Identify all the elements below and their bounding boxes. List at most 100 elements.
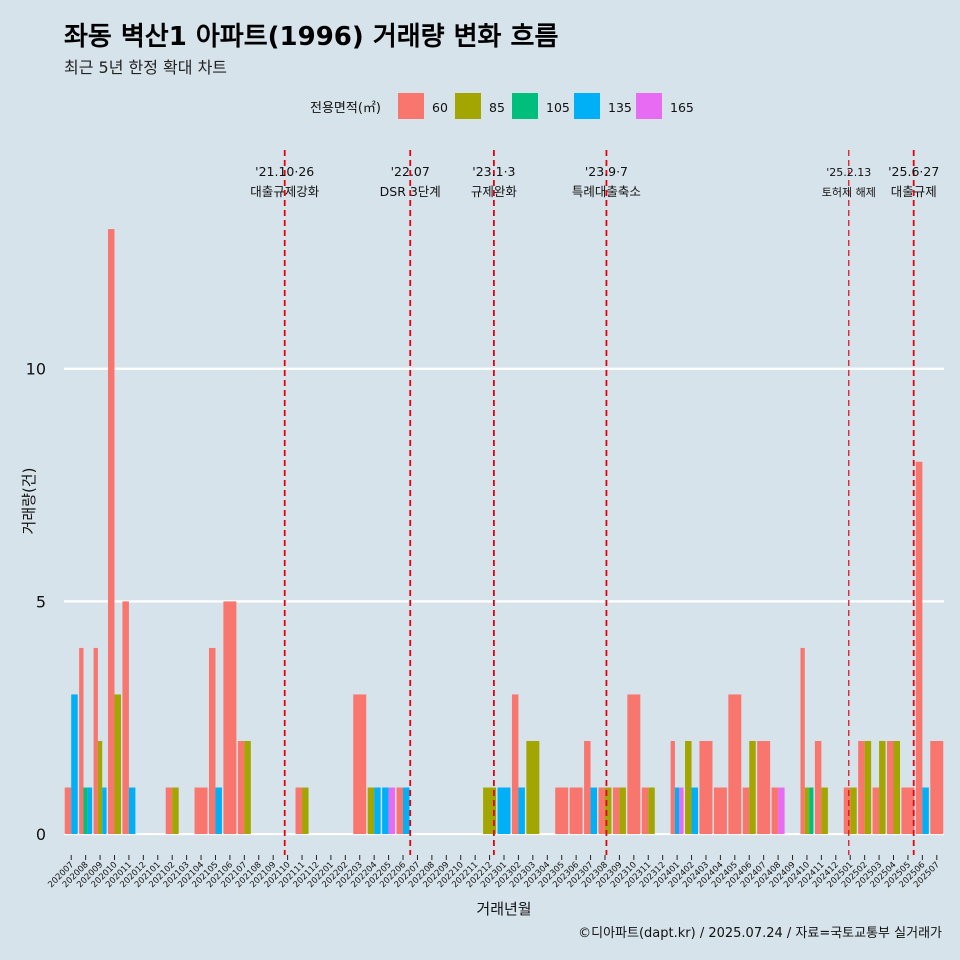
event-label: 대출규제: [891, 184, 937, 199]
event-date: '21.10·26: [255, 164, 314, 179]
bar-202404-60: [713, 787, 727, 835]
y-tick-label: 10: [26, 360, 46, 379]
legend-swatch-135: [574, 93, 600, 119]
legend-label-135: 135: [608, 100, 632, 115]
grid-lines: [64, 367, 944, 836]
bar-202403-60: [699, 740, 713, 835]
bar-202203-60: [353, 694, 367, 835]
chart-title: 좌동 벽산1 아파트(1996) 거래량 변화 흐름: [64, 22, 559, 52]
source-caption: ©디아파트(dapt.kr) / 2025.07.24 / 자료=국토교통부 실…: [578, 926, 942, 941]
event-date: '23.9·7: [585, 164, 628, 179]
bar-202405-60: [728, 694, 742, 835]
legend: 전용면적(㎡) 60 85 105 135 165: [310, 93, 694, 119]
bar-202505-60: [901, 787, 915, 835]
event-date: '25.2.13: [826, 166, 871, 179]
bar-202302-60: [511, 694, 519, 835]
event-lines: '21.10·26 대출규제강화 '22.07 DSR 3단계 '23.1·3 규제완화 '…: [250, 150, 939, 855]
bar-202008-135: [87, 787, 93, 835]
bar-202309-60: [612, 787, 620, 835]
bars: [64, 229, 944, 835]
bar-202009-60: [93, 647, 98, 835]
bar-202411-85: [821, 787, 828, 835]
bar-202302-135: [518, 787, 525, 835]
bar-202501-60: [843, 787, 851, 835]
bar-202111-85: [302, 787, 309, 835]
bar-202105-60: [208, 647, 216, 835]
bar-202504-60: [887, 740, 894, 835]
bar-202308-85: [604, 787, 612, 835]
bar-202102-85: [172, 787, 179, 835]
event-date: '23.1·3: [472, 164, 515, 179]
bar-202504-85: [893, 740, 900, 835]
bar-202010-85: [114, 694, 121, 835]
bar-202401-60: [670, 740, 675, 835]
event-label: 규제완화: [471, 184, 518, 199]
bar-202212-85: [483, 787, 497, 835]
bar-202306-60: [569, 787, 583, 835]
bar-202111-60: [295, 787, 303, 835]
y-axis-label: 거래량(건): [20, 468, 38, 535]
event-date: '22.07: [391, 164, 430, 179]
bar-202206-60: [396, 787, 404, 835]
bar-202010-60: [108, 229, 115, 835]
bar-202206-135: [403, 787, 410, 835]
bar-202009-135: [102, 787, 107, 835]
legend-label-85: 85: [489, 100, 505, 115]
event-label: DSR 3단계: [380, 184, 441, 199]
bar-202311-85: [648, 787, 655, 835]
bar-202107-60: [237, 740, 245, 835]
x-axis-label: 거래년월: [476, 900, 531, 918]
bar-202204-85: [367, 787, 375, 835]
legend-label-165: 165: [670, 100, 694, 115]
bar-202007-135: [71, 694, 78, 835]
y-tick-label: 0: [36, 825, 46, 844]
legend-label-105: 105: [546, 100, 570, 115]
bar-202303-85: [526, 740, 540, 835]
bar-202407-60: [757, 740, 771, 835]
bar-202107-85: [244, 740, 251, 835]
bar-202502-85: [864, 740, 872, 835]
bar-202309-85: [619, 787, 626, 835]
bar-202408-60: [771, 787, 779, 835]
event-label: 토허제 해제: [822, 185, 876, 199]
bar-202502-60: [858, 740, 865, 835]
bar-202411-60: [814, 740, 822, 835]
bar-202506-135: [922, 787, 929, 835]
chart-subtitle: 최근 5년 한정 확대 차트: [64, 58, 228, 77]
bar-202305-60: [555, 787, 569, 835]
legend-swatch-60: [398, 93, 424, 119]
bar-202008-105: [83, 787, 88, 835]
bar-202104-60: [194, 787, 208, 835]
legend-title: 전용면적(㎡): [310, 101, 381, 116]
legend-label-60: 60: [432, 100, 448, 115]
bar-202011-135: [128, 787, 136, 835]
bar-202204-135: [374, 787, 381, 835]
bar-202402-85: [685, 740, 692, 835]
bar-202408-165: [778, 787, 785, 835]
bar-202308-60: [598, 787, 605, 835]
bar-202205-135: [382, 787, 389, 835]
event-date: '25.6·27: [888, 164, 939, 179]
bar-202105-135: [215, 787, 222, 835]
event-label: 특례대출축소: [572, 184, 641, 199]
bar-202008-60: [79, 647, 84, 835]
bar-202301-135: [497, 787, 511, 835]
bar-202009-85: [97, 740, 103, 835]
bar-202410-105: [809, 787, 814, 835]
bar-202503-60: [872, 787, 880, 835]
bar-202205-165: [388, 787, 396, 835]
bar-202307-135: [590, 787, 598, 835]
bar-202406-60: [742, 787, 750, 835]
bar-202106-60: [223, 601, 237, 835]
legend-swatch-105: [512, 93, 538, 119]
event-label: 대출규제강화: [250, 184, 320, 199]
bar-202503-85: [879, 740, 886, 835]
bar-202011-60: [122, 601, 129, 835]
bar-202102-60: [165, 787, 173, 835]
y-tick-label: 5: [36, 592, 46, 611]
bar-202410-60: [800, 647, 805, 835]
bar-202401-165: [679, 787, 684, 835]
legend-swatch-85: [455, 93, 481, 119]
bar-202310-60: [627, 694, 641, 835]
bar-202402-135: [691, 787, 699, 835]
